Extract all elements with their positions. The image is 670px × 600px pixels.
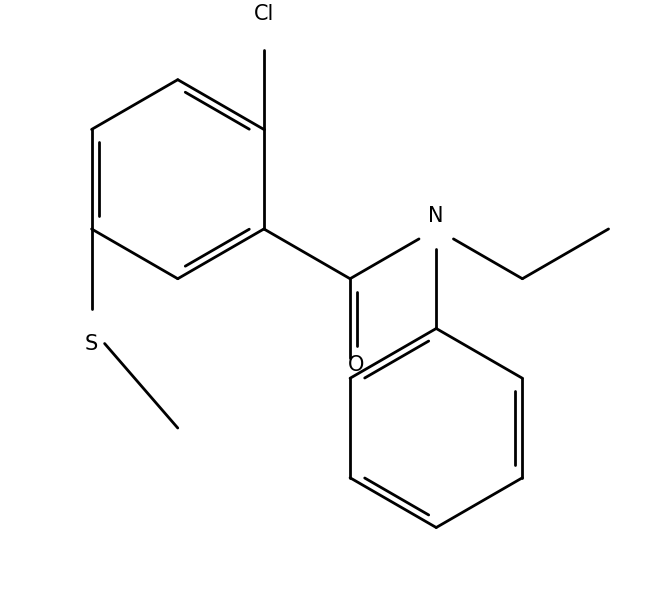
Text: N: N: [429, 206, 444, 226]
Text: S: S: [85, 334, 98, 354]
Text: Cl: Cl: [254, 4, 274, 24]
Text: O: O: [348, 355, 364, 376]
